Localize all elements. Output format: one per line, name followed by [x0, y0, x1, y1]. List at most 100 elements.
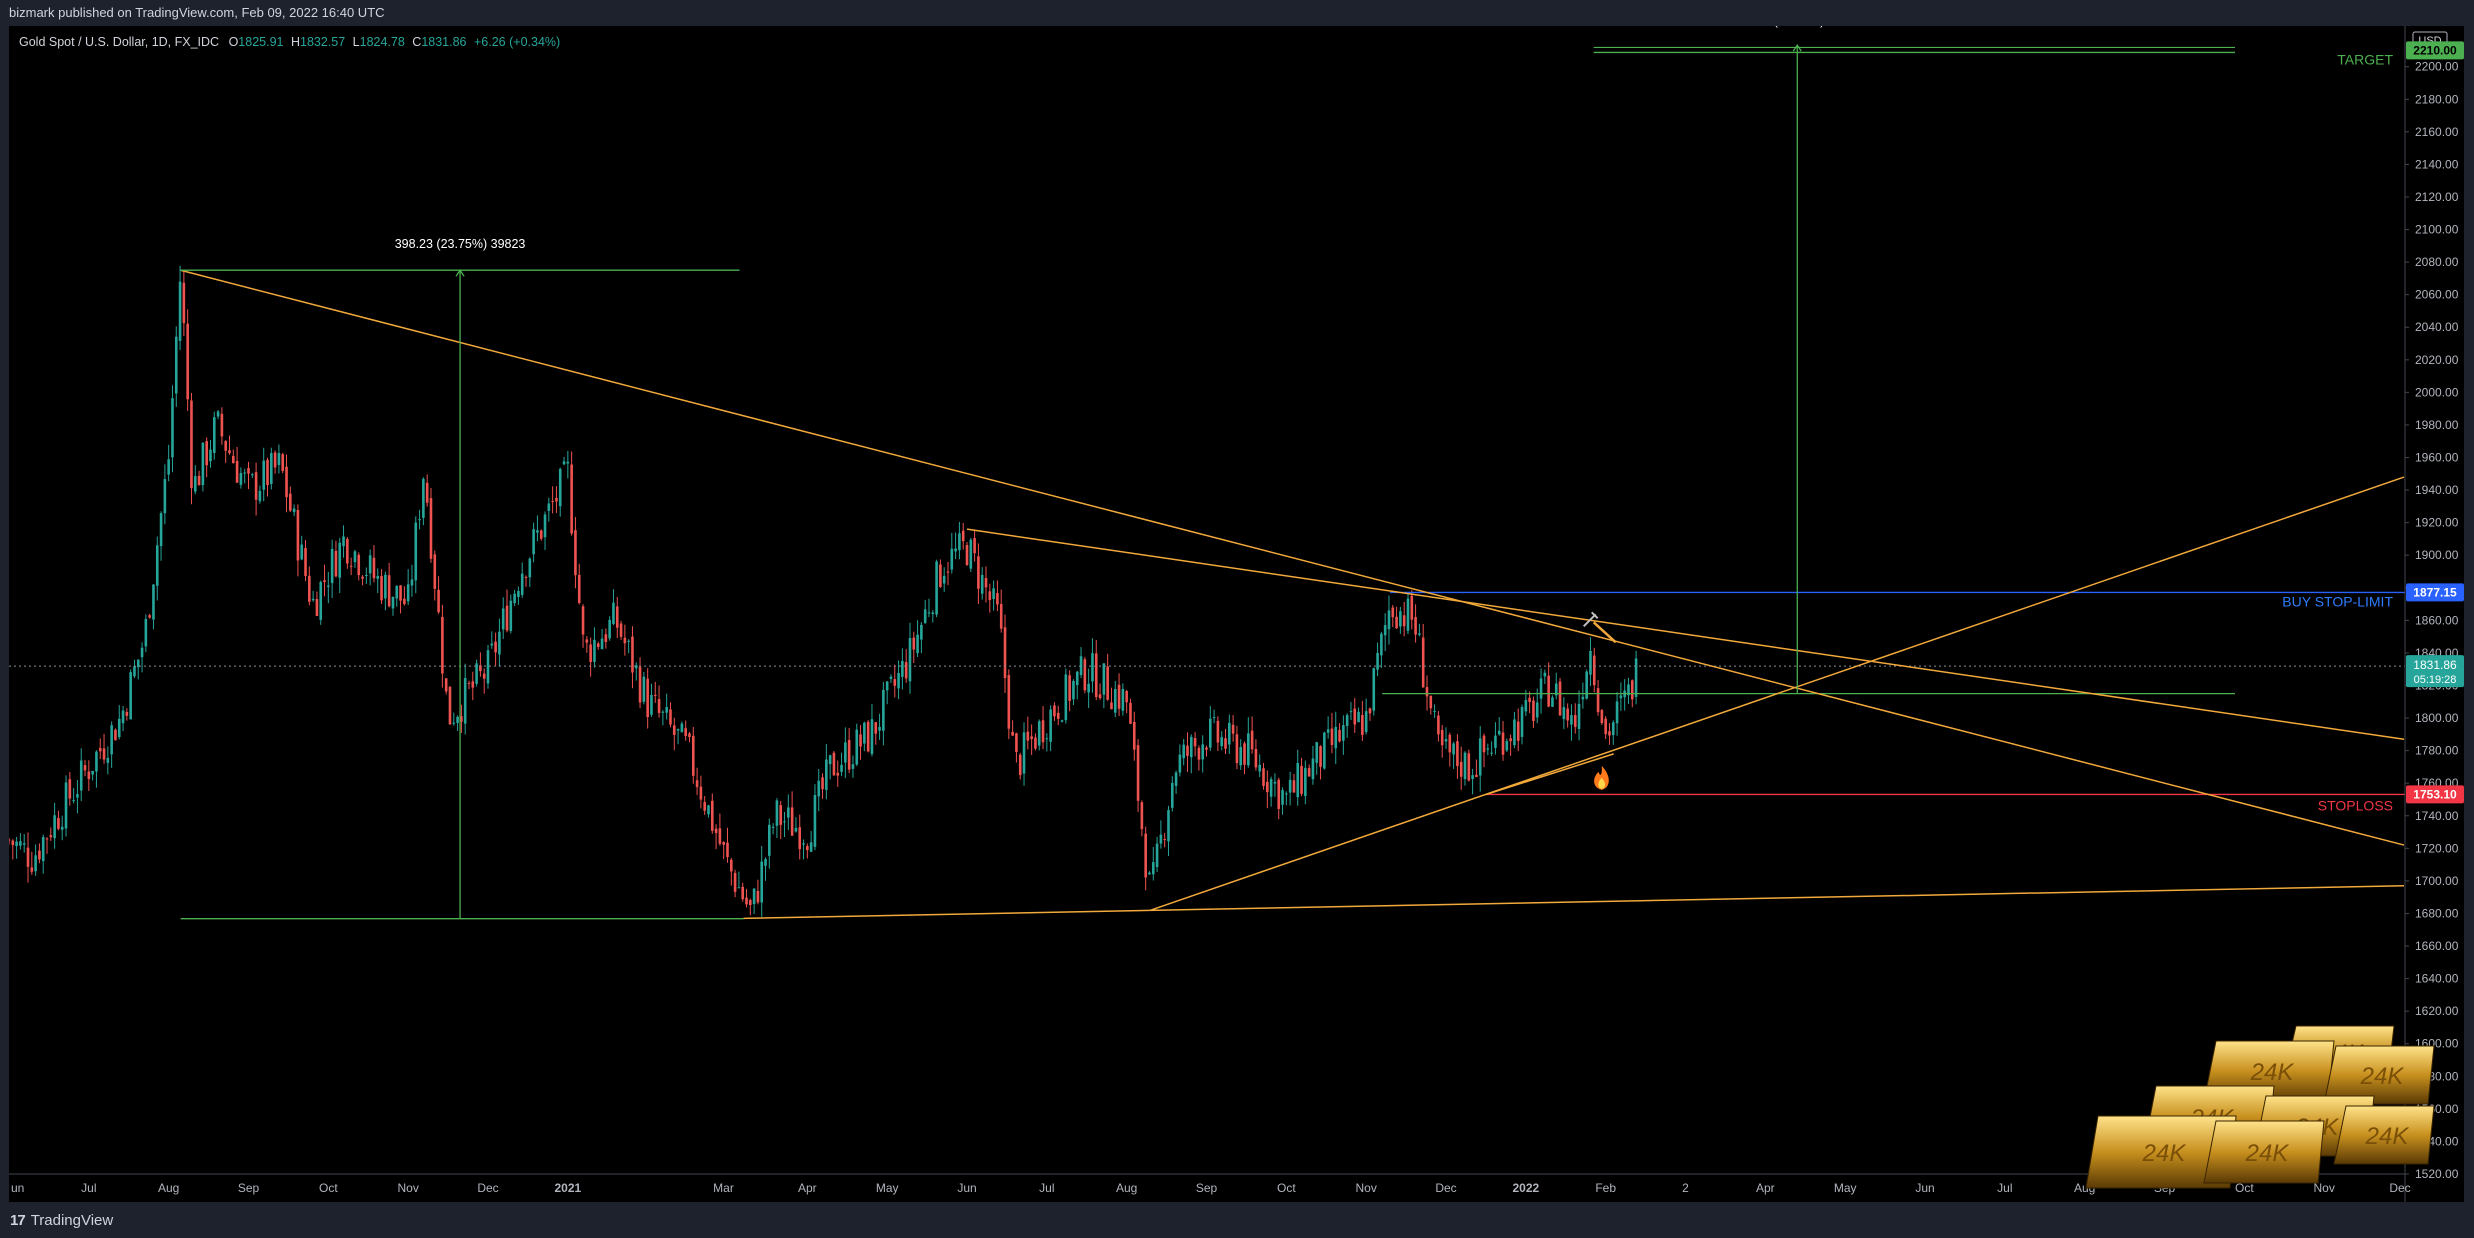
candle-body — [1543, 672, 1547, 677]
candle-body — [1402, 615, 1406, 627]
price-chart[interactable]: 398.23 (23.75%) 39823 398.23 (21.94%) 398… — [7, 14, 2464, 1202]
candle-body — [1068, 675, 1071, 701]
price-tick-label: 1620.00 — [2415, 1004, 2459, 1018]
candle-body — [425, 482, 429, 503]
candle-body — [946, 571, 950, 573]
time-tick-label: Jun — [1915, 1181, 1934, 1195]
candle-body — [547, 503, 551, 511]
candle-body — [1250, 730, 1254, 750]
candle-body — [866, 721, 870, 752]
trendline[interactable] — [743, 885, 2405, 920]
candle-body — [1475, 774, 1478, 778]
candle-body — [585, 639, 589, 643]
candle-body — [1323, 732, 1326, 769]
candle-body — [380, 575, 383, 601]
tradingview-logo[interactable]: 17 TradingView — [10, 1212, 113, 1229]
trendline[interactable] — [1485, 753, 1614, 796]
buy-price-tag-bg — [2406, 583, 2464, 602]
high-value: 1832.57 — [300, 35, 346, 49]
candle-body — [1140, 802, 1144, 830]
candle-body — [7, 839, 11, 841]
candle-body — [1418, 633, 1421, 635]
candle-body — [1098, 694, 1102, 699]
candle-body — [874, 722, 878, 734]
candle-body — [1490, 752, 1493, 754]
candle-body — [612, 602, 615, 624]
time-tick-label: Dec — [2389, 1181, 2410, 1195]
candle-body — [1421, 637, 1425, 688]
candle-body — [1262, 768, 1265, 786]
time-tick-label: May — [876, 1181, 899, 1195]
candle-body — [672, 725, 676, 735]
candle-body — [494, 641, 497, 653]
trendline[interactable] — [1150, 476, 2405, 911]
candle-body — [262, 460, 266, 490]
candle-body — [1041, 720, 1045, 743]
candle-body — [992, 588, 995, 599]
candle-body — [1338, 729, 1341, 742]
candle-body — [403, 598, 406, 605]
candle-body — [589, 644, 592, 663]
symbol-legend[interactable]: Gold Spot / U.S. Dollar, 1D, FX_IDC O182… — [19, 35, 560, 49]
low-label: L — [352, 35, 360, 49]
candle-body — [79, 760, 83, 791]
candle-body — [433, 554, 437, 589]
candle-body — [60, 826, 64, 830]
trendline[interactable] — [966, 528, 2405, 740]
candle-body — [524, 576, 528, 578]
candle-body — [1148, 872, 1151, 875]
candle-body — [1094, 653, 1098, 697]
candle-body — [631, 636, 634, 673]
candle-body — [251, 474, 254, 476]
candle-body — [593, 639, 596, 662]
candle-body — [133, 666, 136, 677]
candle-body — [1049, 709, 1052, 742]
candle-body — [931, 612, 935, 615]
last-price-tag-bg — [2406, 655, 2464, 688]
candle-body — [1113, 689, 1117, 713]
candle-body — [665, 707, 668, 713]
candle-body — [163, 479, 167, 514]
candle-body — [266, 459, 269, 486]
price-tick-label: 1720.00 — [2415, 841, 2459, 855]
gold-bar-icon — [2203, 1120, 2325, 1184]
candle-body — [1444, 739, 1448, 742]
last-price-tag: 1831.86 — [2413, 658, 2457, 672]
candle-body — [1558, 681, 1562, 716]
candle-body — [832, 752, 836, 776]
chart-background — [9, 26, 2464, 1202]
candle-body — [482, 673, 486, 679]
candle-body — [285, 466, 288, 498]
time-tick-label: Oct — [1277, 1181, 1296, 1195]
candle-body — [281, 454, 285, 471]
chart-frame[interactable]: 398.23 (23.75%) 39823 398.23 (21.94%) 398… — [7, 14, 2464, 1202]
candle-body — [1627, 684, 1630, 696]
publisher-bar: bizmark published on TradingView.com, Fe… — [0, 0, 2474, 26]
time-tick-label: Jul — [81, 1181, 96, 1195]
time-tick-label: 2021 — [554, 1181, 581, 1195]
candle-body — [319, 581, 323, 620]
candle-body — [1437, 715, 1440, 735]
candle-body — [1193, 738, 1197, 747]
candle-body — [1349, 711, 1353, 713]
candle-body — [988, 591, 992, 601]
candle-body — [1315, 742, 1319, 763]
candle-body — [768, 824, 771, 856]
candle-body — [273, 452, 277, 468]
trendline[interactable] — [180, 269, 2405, 846]
buy-price-tag: 1877.15 — [2413, 585, 2457, 599]
candle-body — [1383, 625, 1387, 636]
candle-body — [152, 584, 155, 620]
candle-body — [91, 770, 94, 775]
candle-body — [1243, 743, 1246, 765]
candle-body — [22, 843, 26, 845]
candle-body — [277, 453, 281, 465]
candle-body — [1501, 732, 1505, 755]
candle-body — [844, 742, 847, 763]
candle-body — [1513, 719, 1516, 746]
candle-body — [231, 455, 235, 464]
candle-body — [1429, 695, 1433, 709]
candle-body — [1615, 701, 1619, 724]
candle-body — [26, 847, 30, 867]
candle-body — [851, 764, 855, 769]
